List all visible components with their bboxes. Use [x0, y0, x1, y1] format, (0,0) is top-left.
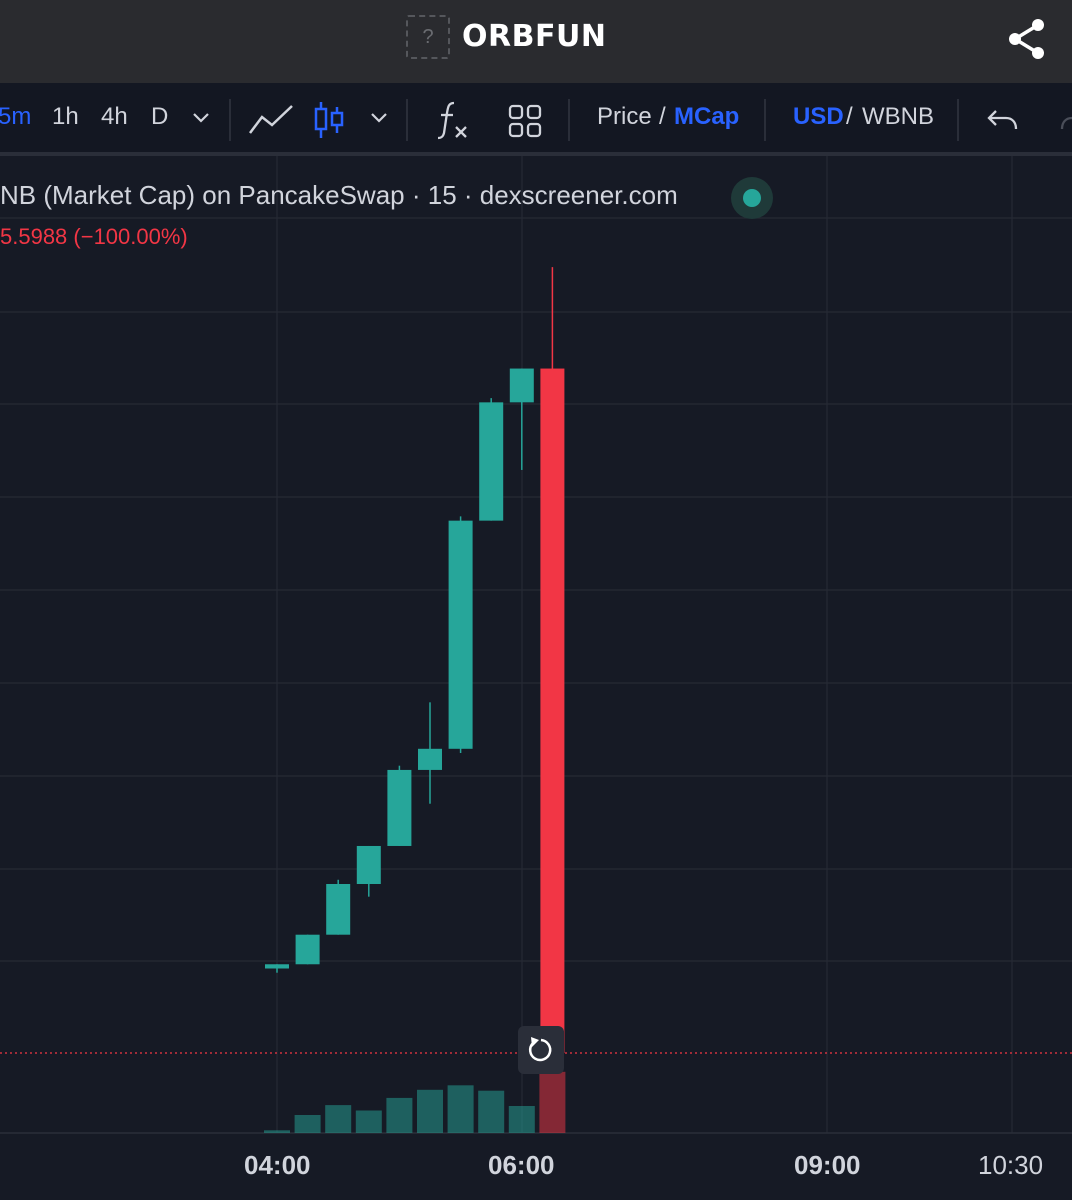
- redo-icon[interactable]: [1056, 107, 1072, 135]
- token-icon: ?: [406, 15, 450, 59]
- volume-bar: [417, 1089, 443, 1133]
- token-name: ORBFUN: [462, 19, 607, 54]
- top-bar: ? ORBFUN: [0, 0, 1072, 83]
- volume-bar: [539, 1071, 566, 1133]
- x-axis-label: 09:00: [794, 1150, 861, 1180]
- toolbar-divider: [957, 99, 959, 141]
- status-dot: [743, 189, 761, 207]
- price-toggle[interactable]: Price: [597, 103, 652, 130]
- chart-canvas[interactable]: [0, 156, 1072, 1200]
- chevron-down-icon[interactable]: [191, 111, 211, 125]
- volume-bar: [294, 1115, 321, 1133]
- line-chart-icon[interactable]: [248, 103, 294, 137]
- mcap-toggle[interactable]: MCap: [674, 103, 740, 130]
- wbnb-toggle[interactable]: WBNB: [862, 103, 934, 130]
- toolbar-divider: [764, 99, 766, 141]
- interval-5m-button[interactable]: 5m: [0, 103, 32, 130]
- toolbar-divider: [229, 99, 231, 141]
- layout-grid-icon[interactable]: [507, 103, 543, 139]
- interval-4h-button[interactable]: 4h: [101, 103, 128, 130]
- reset-chart-button[interactable]: [518, 1026, 564, 1074]
- candle-body: [265, 964, 289, 969]
- price-change: 5.5988 (−100.00%): [0, 224, 188, 249]
- toolbar-divider: [568, 99, 570, 141]
- usd-toggle[interactable]: USD: [793, 103, 844, 130]
- indicators-fx-icon[interactable]: [436, 99, 470, 141]
- candle-body: [295, 934, 320, 965]
- toolbar-divider: [406, 99, 408, 141]
- volume-bar: [355, 1110, 382, 1133]
- status-indicator: [731, 177, 773, 219]
- reset-icon: [528, 1037, 552, 1062]
- candle-body: [540, 368, 565, 1053]
- candle-body: [448, 520, 473, 749]
- volume-bar: [508, 1106, 535, 1133]
- chart-toolbar: 5m 1h 4h D Price / MCap USD / WBNB: [0, 83, 1072, 156]
- x-axis-label: 04:00: [244, 1150, 311, 1180]
- toggle-slash: /: [846, 103, 853, 130]
- toggle-slash: /: [659, 103, 666, 130]
- chevron-down-icon[interactable]: [369, 111, 389, 125]
- volume-bar: [325, 1105, 352, 1133]
- candle-body: [387, 769, 412, 846]
- candle-body: [326, 884, 351, 935]
- candle-body: [418, 748, 442, 770]
- share-icon[interactable]: [1004, 16, 1050, 62]
- volume-bar: [447, 1085, 474, 1133]
- volume-bar: [386, 1097, 413, 1133]
- x-axis-label: 06:00: [488, 1150, 555, 1180]
- interval-d-button[interactable]: D: [151, 103, 169, 130]
- chart-legend: NB (Market Cap) on PancakeSwap · 15 · de…: [0, 180, 678, 210]
- candle-body: [479, 402, 504, 521]
- volume-bar: [478, 1090, 505, 1133]
- x-axis-label: 10:30: [978, 1150, 1044, 1180]
- candle-body: [509, 368, 534, 403]
- undo-icon[interactable]: [986, 107, 1020, 135]
- candlestick-icon[interactable]: [312, 99, 346, 141]
- interval-1h-button[interactable]: 1h: [52, 103, 79, 130]
- candle-body: [356, 845, 381, 884]
- volume-bar: [264, 1130, 290, 1133]
